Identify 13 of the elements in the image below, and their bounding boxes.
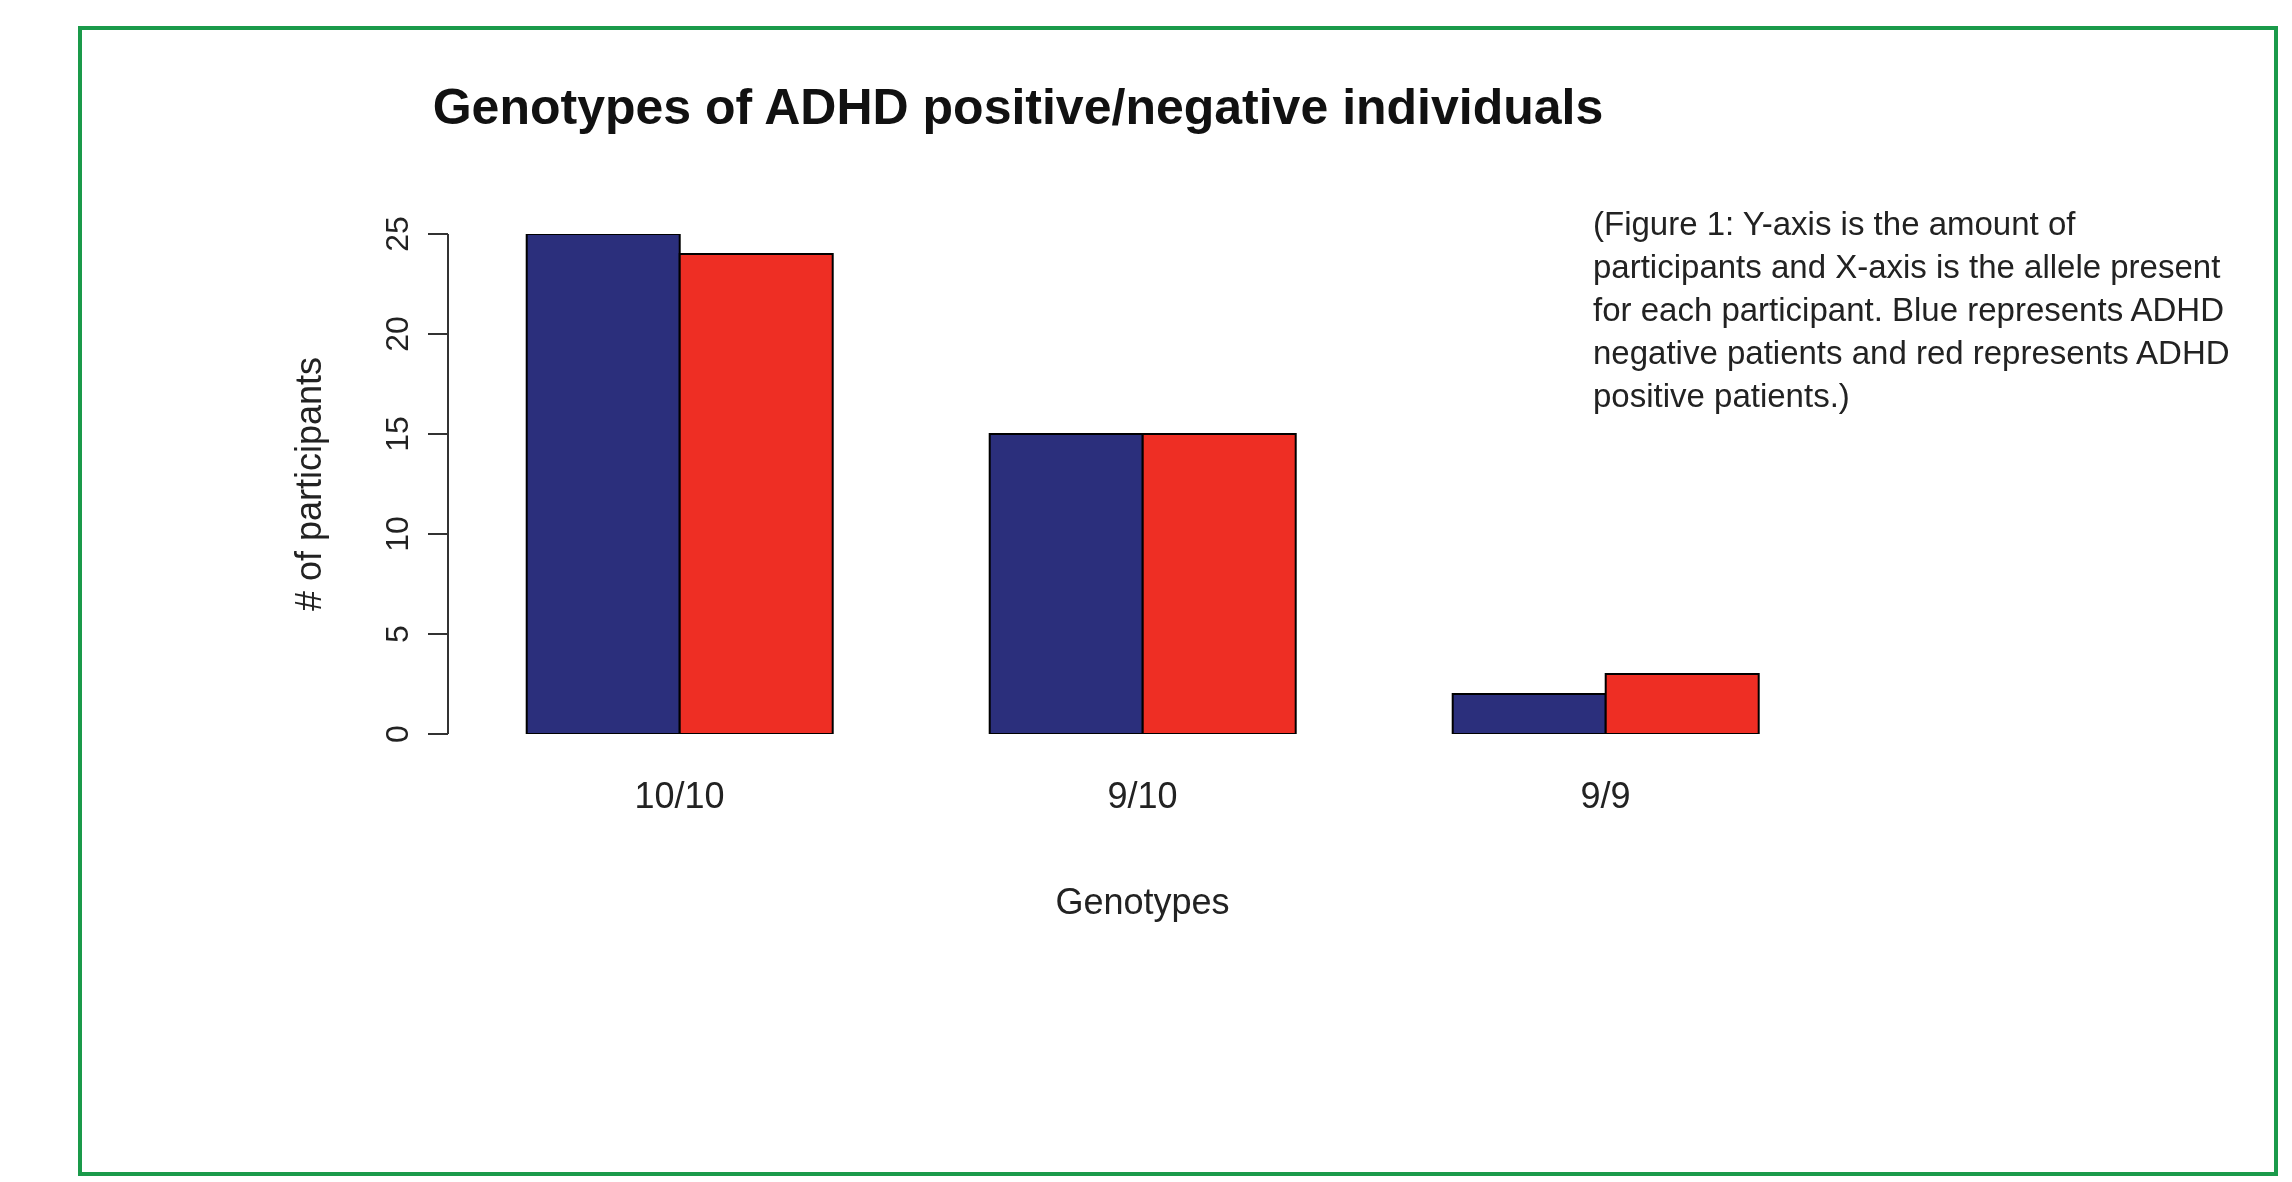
- y-tick-label: 25: [379, 216, 415, 252]
- y-tick-label: 10: [379, 516, 415, 552]
- y-tick-label: 0: [379, 725, 415, 743]
- x-tick-label: 10/10: [634, 774, 725, 816]
- y-axis-title: # of participants: [287, 356, 329, 612]
- x-axis-title: Genotypes: [1055, 881, 1230, 922]
- y-tick-label: 5: [379, 625, 415, 643]
- y-tick-label: 20: [379, 316, 415, 352]
- annotation: (Figure 1: Y-axis is the amount of participants and X-axis is the allele present for each participant. Blue represents ADHD negative patients and red represents ADHD positive patients.): [1593, 204, 2231, 416]
- x-tick-label: 9/9: [1580, 774, 1631, 816]
- chart-title: Genotypes of ADHD positive/negative individuals: [431, 78, 1605, 136]
- y-tick-label: 15: [379, 416, 415, 452]
- x-tick-label: 9/10: [1107, 774, 1178, 816]
